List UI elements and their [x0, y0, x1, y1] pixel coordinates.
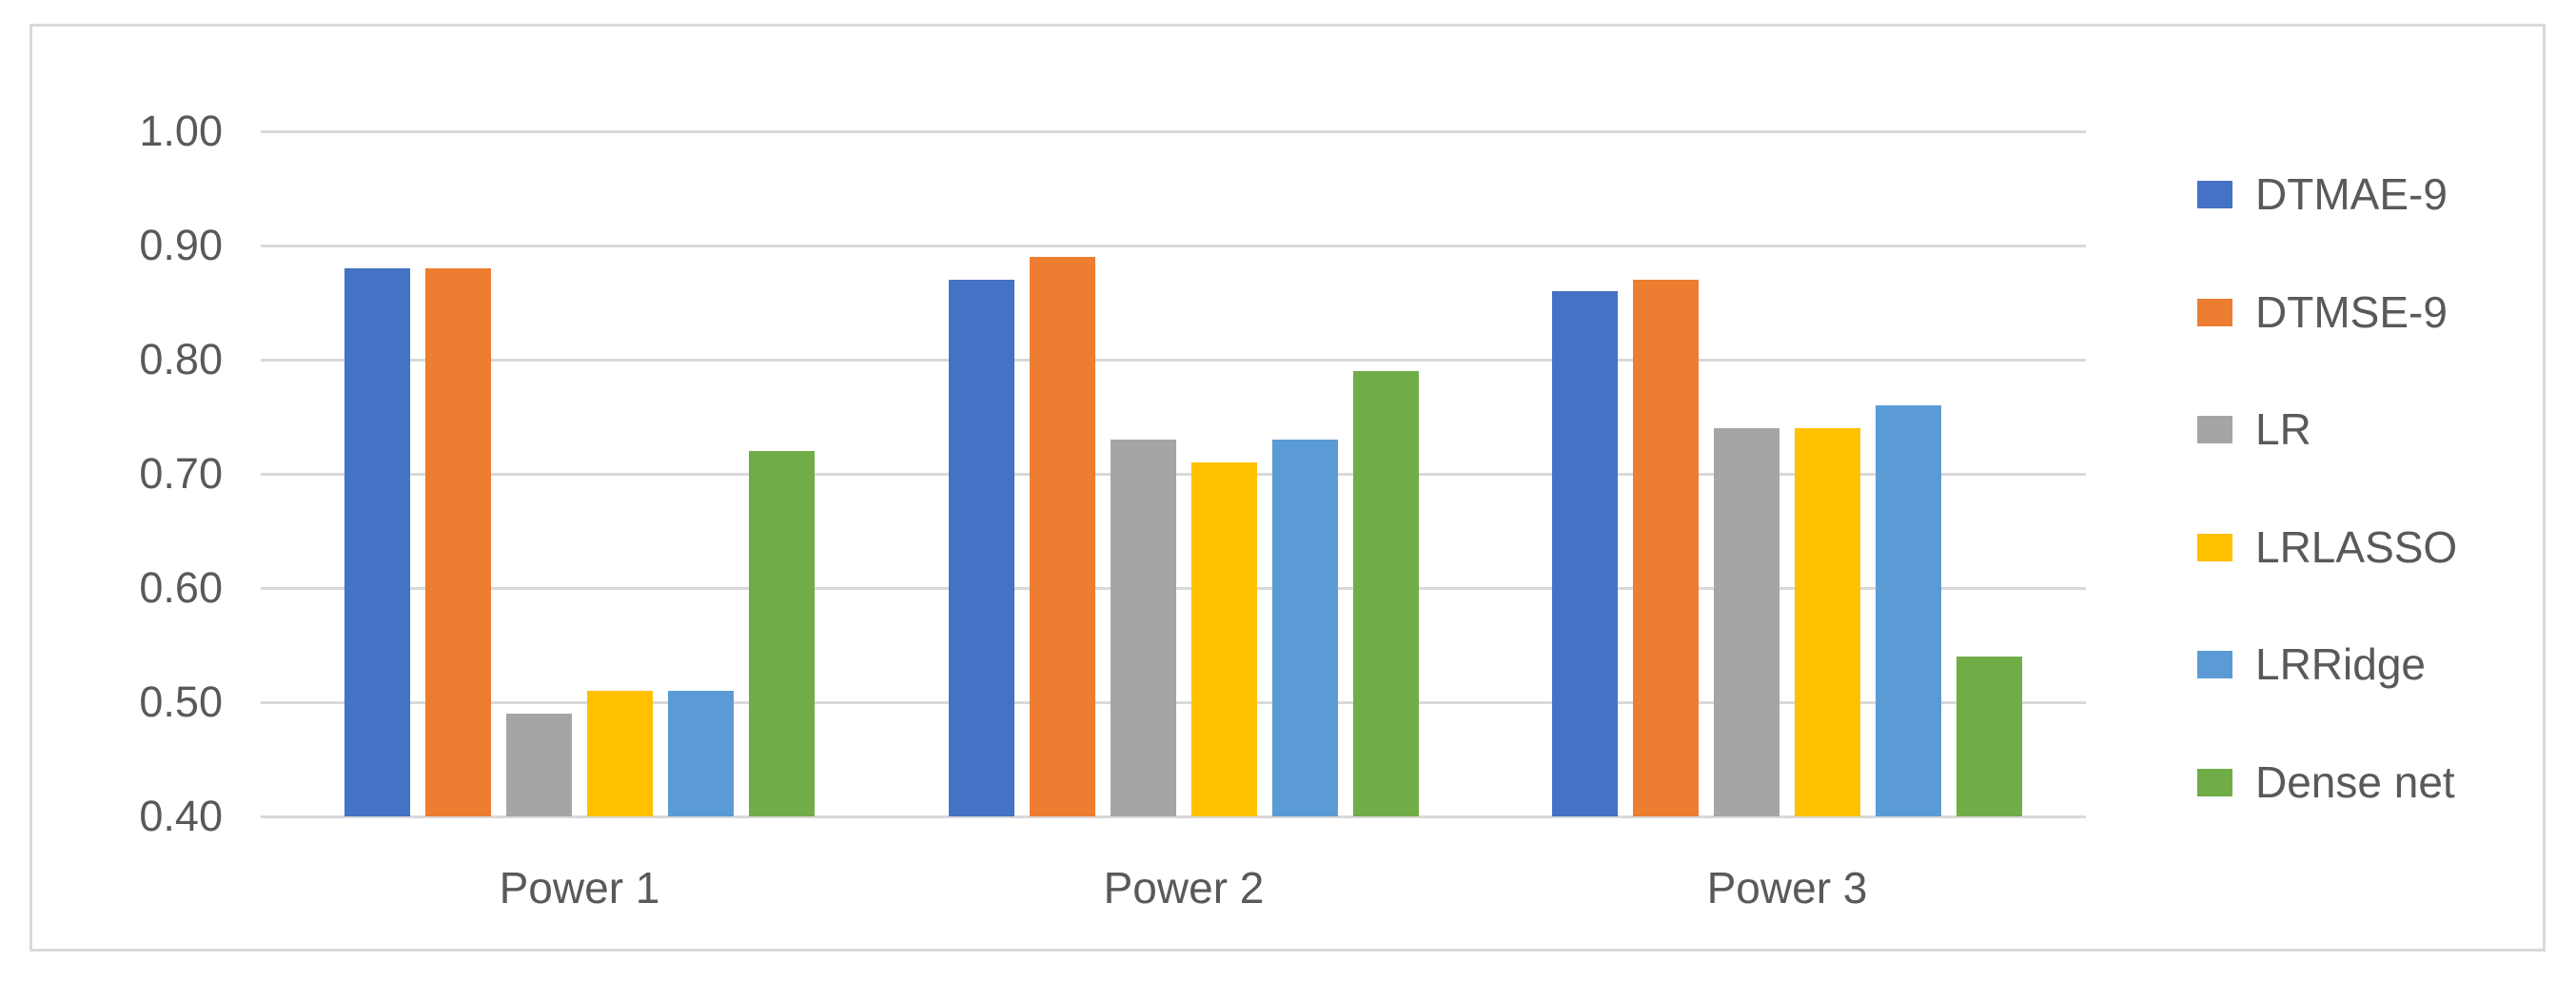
legend-label: DTMSE-9 — [2255, 287, 2448, 337]
bar-dtmae-9-power-1 — [344, 268, 410, 816]
bar-lrlasso-power-3 — [1795, 428, 1860, 816]
bar-dtmse-9-power-2 — [1030, 257, 1095, 816]
legend-swatch-icon — [2197, 415, 2232, 443]
bar-lr-power-3 — [1714, 428, 1780, 816]
y-axis-tick-label: 0.70 — [139, 449, 223, 498]
gridline-0.40 — [261, 815, 2086, 818]
gridline-0.90 — [261, 245, 2086, 247]
legend-swatch-icon — [2197, 533, 2232, 561]
bar-lrridge-power-1 — [668, 691, 734, 816]
plot-area — [261, 130, 2086, 818]
legend: DTMAE-9 DTMSE-9 LR LRLASSO LRRidge Dense net — [2197, 27, 2576, 1001]
legend-item-dense-net: Dense net — [2197, 756, 2455, 809]
y-axis-tick-label: 0.40 — [139, 792, 223, 840]
legend-item-lrlasso: LRLASSO — [2197, 520, 2457, 574]
bar-chart-screenshot: { "chart_data": { "type": "bar", "title"… — [29, 24, 2546, 952]
legend-label: LR — [2255, 404, 2311, 454]
legend-swatch-icon — [2197, 650, 2232, 678]
legend-label: LRRidge — [2255, 639, 2426, 689]
legend-swatch-icon — [2197, 180, 2232, 208]
y-axis-tick-label: 0.80 — [139, 335, 223, 383]
bar-lrridge-power-3 — [1876, 405, 1941, 816]
gridline-1.00 — [261, 130, 2086, 133]
legend-swatch-icon — [2197, 768, 2232, 796]
legend-label: Dense net — [2255, 757, 2455, 807]
bar-dtmse-9-power-3 — [1633, 280, 1699, 816]
bar-lr-power-2 — [1111, 440, 1176, 816]
bar-lrlasso-power-2 — [1191, 462, 1257, 816]
gridline-0.80 — [261, 359, 2086, 362]
bar-dense-net-power-1 — [749, 451, 815, 816]
bar-dtmse-9-power-1 — [425, 268, 491, 816]
bar-dense-net-power-3 — [1957, 657, 2022, 816]
chart-frame: 1.00 0.90 0.80 0.70 0.60 0.50 0.40 Power 1 Powe… — [29, 24, 2546, 952]
y-axis-tick-label: 0.90 — [139, 221, 223, 269]
bar-dtmae-9-power-2 — [949, 280, 1014, 816]
legend-item-lr: LR — [2197, 402, 2311, 456]
legend-label: DTMAE-9 — [2255, 169, 2448, 219]
x-axis-category-label: Power 1 — [499, 863, 660, 913]
x-axis-category-label: Power 3 — [1706, 863, 1868, 913]
x-axis-category-label: Power 2 — [1103, 863, 1265, 913]
bar-lr-power-1 — [506, 714, 572, 816]
bar-dtmae-9-power-3 — [1552, 291, 1618, 816]
bar-lrlasso-power-1 — [587, 691, 653, 816]
y-axis-tick-label: 0.60 — [139, 563, 223, 612]
bar-lrridge-power-2 — [1272, 440, 1338, 816]
bar-dense-net-power-2 — [1353, 371, 1419, 816]
legend-label: LRLASSO — [2255, 522, 2458, 572]
legend-swatch-icon — [2197, 298, 2232, 326]
legend-item-lrridge: LRRidge — [2197, 638, 2426, 691]
y-axis-tick-label: 0.50 — [139, 677, 223, 726]
legend-item-dtmse-9: DTMSE-9 — [2197, 285, 2448, 339]
y-axis-tick-label: 1.00 — [139, 107, 223, 155]
legend-item-dtmae-9: DTMAE-9 — [2197, 167, 2448, 221]
